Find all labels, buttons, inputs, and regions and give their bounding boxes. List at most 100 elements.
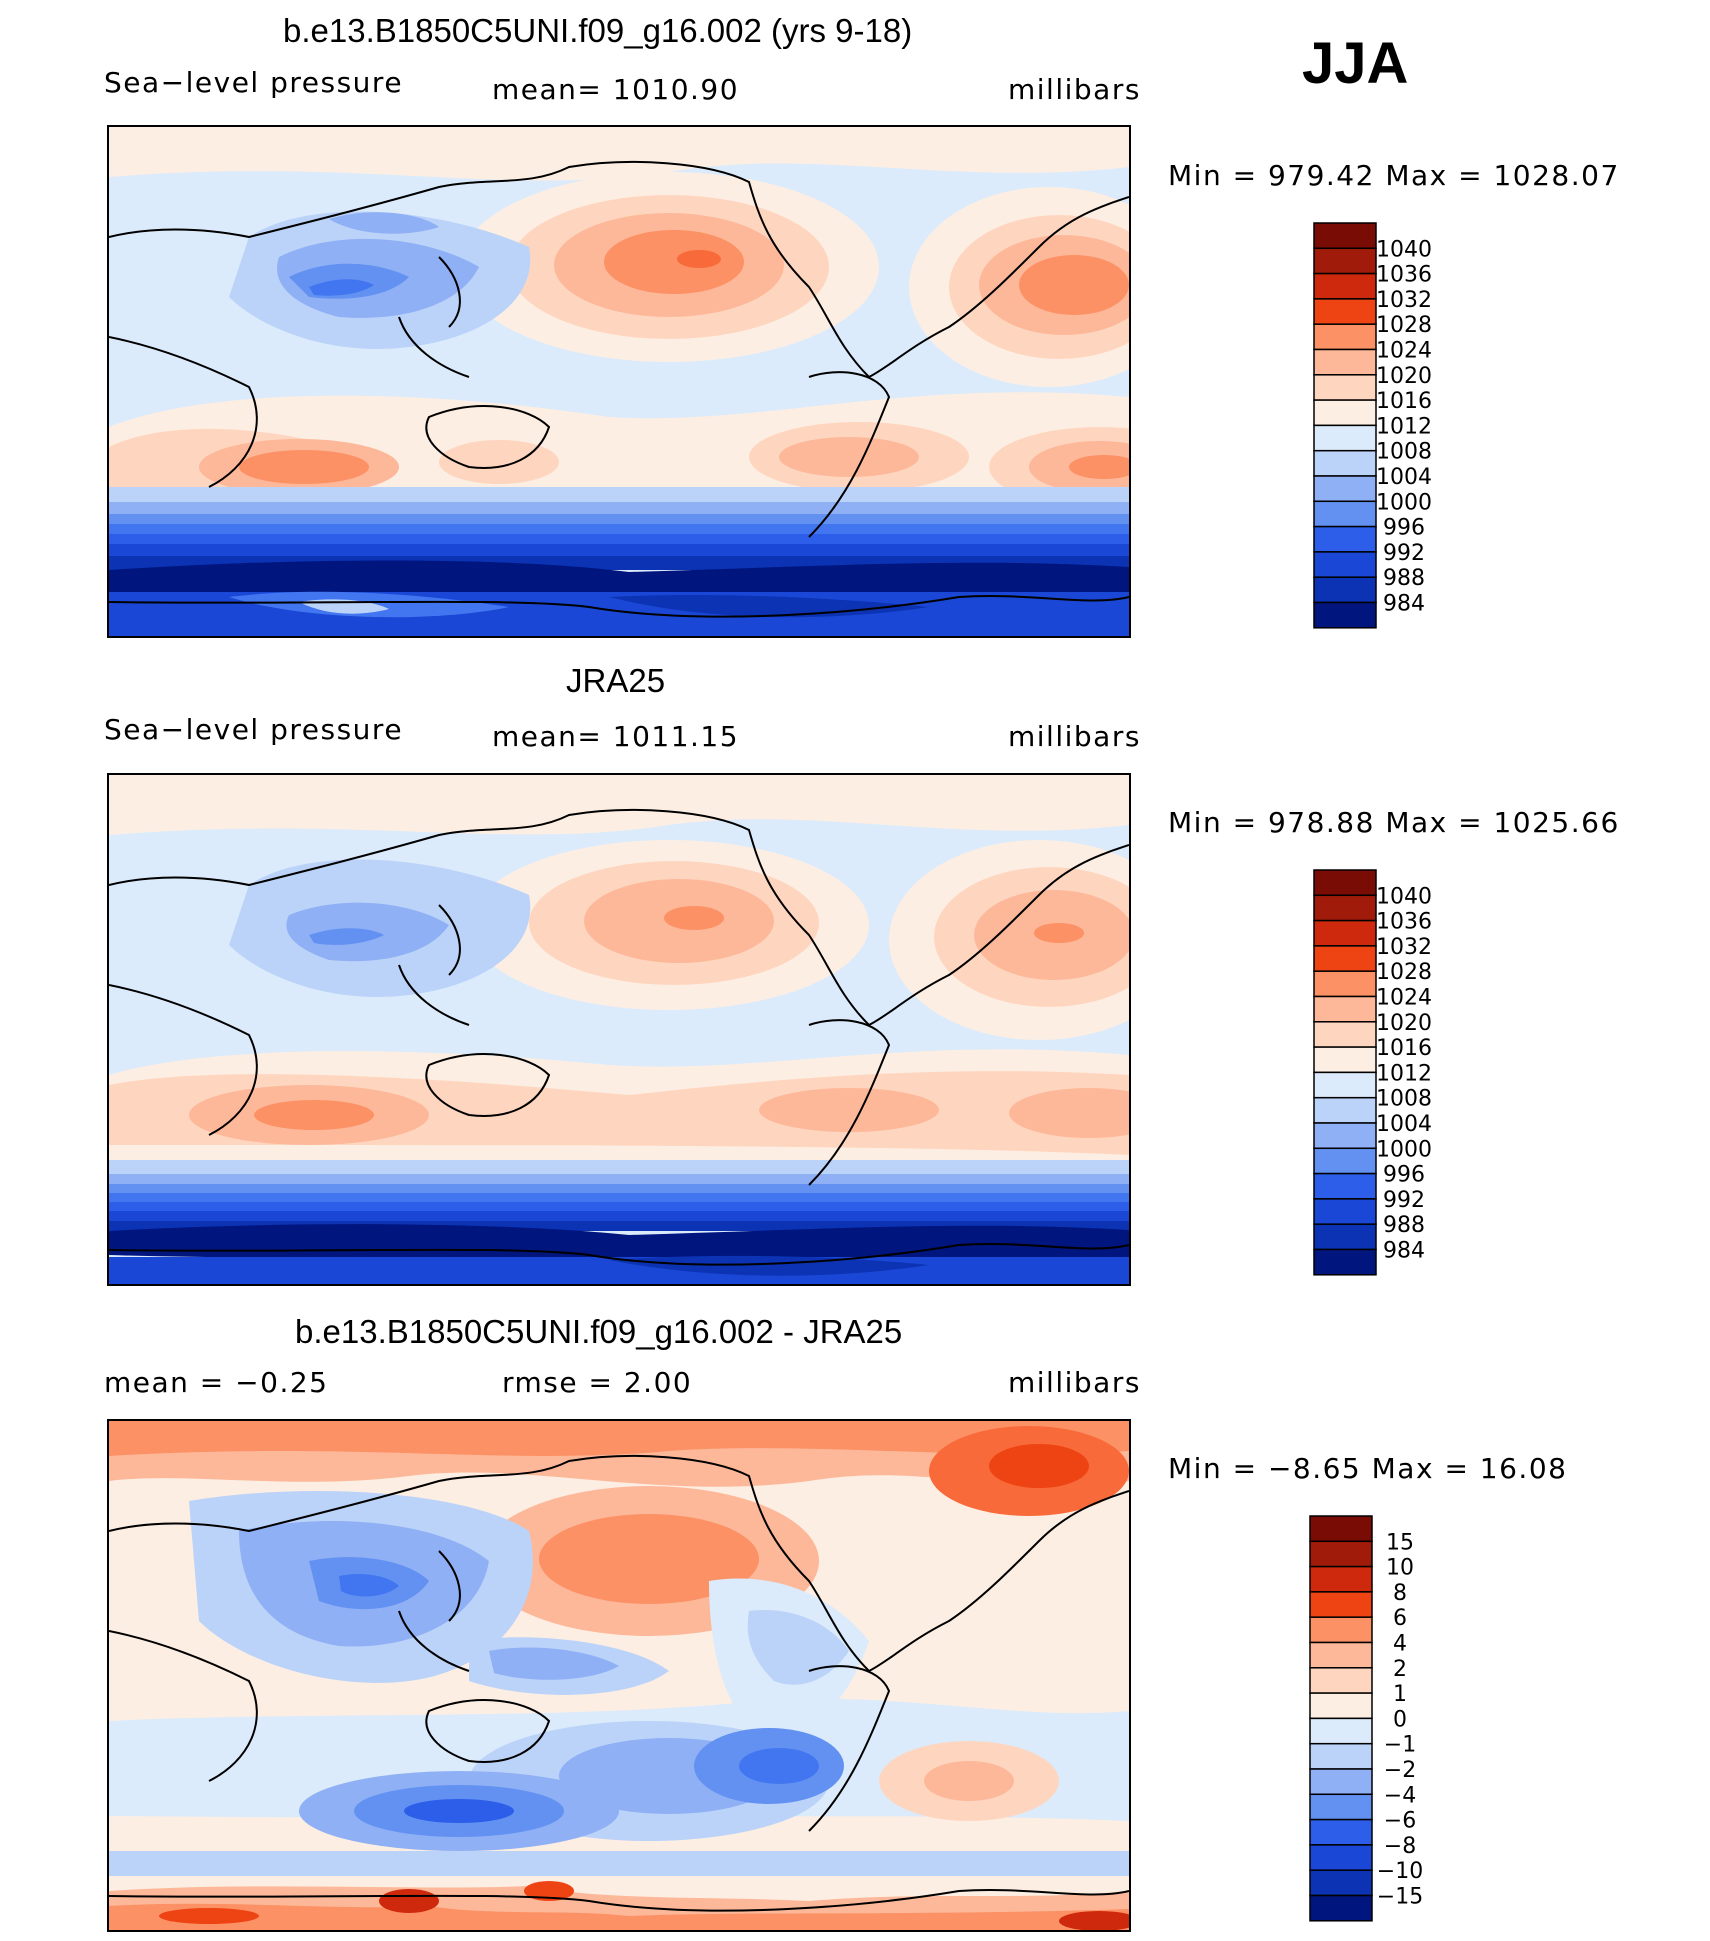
panel-1-map-svg — [109, 127, 1129, 636]
colorbar-swatch — [1313, 1172, 1377, 1200]
panel-2-map — [107, 773, 1131, 1286]
panel-2-variable-label: Sea−level pressure — [104, 713, 404, 746]
colorbar-swatch — [1313, 1071, 1377, 1099]
colorbar-swatch — [1313, 945, 1377, 972]
colorbar-swatch — [1313, 399, 1377, 427]
colorbar-swatch — [1313, 323, 1377, 351]
panel-1-colorbar-svg: 1040103610321028102410201016101210081004… — [1313, 222, 1432, 629]
colorbar-tick-label: 1008 — [1376, 440, 1432, 465]
panel-3-colorbar: 15 10 8 6 4 2 1 0 −1 −2 −4 −6 −8 −10 −15 — [1309, 1515, 1490, 1926]
colorbar-swatch — [1313, 919, 1377, 947]
panel-2-minmax: Min = 978.88 Max = 1025.66 — [1168, 806, 1620, 839]
colorbar-tick-label: −4 — [1384, 1783, 1416, 1808]
colorbar-swatch — [1309, 1641, 1373, 1669]
colorbar-tick-label: 1020 — [1376, 364, 1432, 389]
colorbar-tick-label: 1020 — [1376, 1011, 1432, 1036]
colorbar-swatch — [1309, 1894, 1373, 1922]
colorbar-tick-label: 1032 — [1376, 288, 1432, 313]
colorbar-swatch — [1313, 995, 1377, 1023]
panel-1-units: millibars — [1008, 73, 1141, 106]
colorbar-swatch — [1313, 1147, 1377, 1175]
colorbar-tick-label: 6 — [1393, 1606, 1407, 1631]
colorbar-swatch — [1309, 1565, 1373, 1593]
colorbar-swatch — [1309, 1818, 1373, 1846]
colorbar-swatch — [1309, 1768, 1373, 1796]
colorbar-swatch — [1313, 449, 1377, 477]
panel-2-colorbar: 1040 1036 1032 1028 1024 1020 1016 1012 1008 1004… — [1313, 869, 1494, 1280]
colorbar-tick-label: 1036 — [1376, 263, 1432, 288]
colorbar-swatch — [1313, 222, 1377, 250]
colorbar-swatch — [1313, 525, 1377, 553]
colorbar-tick-label: 1008 — [1376, 1087, 1432, 1112]
colorbar-tick-label: 1024 — [1376, 339, 1432, 364]
colorbar-swatch — [1313, 247, 1377, 275]
colorbar-swatch — [1309, 1869, 1373, 1897]
colorbar-tick-label: 0 — [1393, 1707, 1407, 1732]
colorbar-tick-label: 996 — [1383, 1163, 1425, 1188]
colorbar-tick-label: 1004 — [1376, 1112, 1432, 1137]
colorbar-tick-label: −10 — [1377, 1859, 1423, 1884]
colorbar-swatch — [1313, 869, 1377, 897]
colorbar-tick-label: 1024 — [1376, 986, 1432, 1011]
colorbar-tick-label: 1040 — [1376, 884, 1432, 909]
colorbar-swatch — [1309, 1717, 1373, 1745]
colorbar-tick-label: 984 — [1383, 1239, 1425, 1264]
colorbar-swatch — [1313, 475, 1377, 503]
panel-2-title: JRA25 — [566, 662, 666, 699]
colorbar-tick-label: 1004 — [1376, 465, 1432, 490]
panel-3-map — [107, 1419, 1131, 1932]
colorbar-swatch — [1309, 1692, 1373, 1720]
colorbar-tick-label: 988 — [1383, 566, 1425, 591]
colorbar-tick-label: 1028 — [1376, 960, 1432, 985]
colorbar-tick-label: 1040 — [1376, 237, 1432, 262]
colorbar-tick-label: −6 — [1384, 1809, 1416, 1834]
colorbar-swatch — [1313, 1248, 1377, 1276]
colorbar-tick-label: 1016 — [1376, 389, 1432, 414]
colorbar-swatch — [1313, 374, 1377, 401]
colorbar-tick-label: −2 — [1384, 1758, 1416, 1783]
colorbar-tick-label: 15 — [1386, 1530, 1414, 1555]
colorbar-tick-label: 1000 — [1376, 1137, 1432, 1162]
colorbar-swatch — [1309, 1742, 1373, 1770]
panel-3-rmse: rmse = 2.00 — [502, 1366, 693, 1399]
colorbar-swatch — [1313, 298, 1377, 325]
colorbar-tick-label: 10 — [1386, 1556, 1414, 1581]
colorbar-tick-label: 1028 — [1376, 313, 1432, 338]
colorbar-swatch — [1313, 348, 1377, 376]
panel-3-map-svg — [109, 1421, 1129, 1930]
colorbar-swatch — [1309, 1793, 1373, 1821]
colorbar-swatch — [1313, 1021, 1377, 1048]
colorbar-swatch — [1313, 1096, 1377, 1124]
colorbar-swatch — [1313, 970, 1377, 998]
season-label: JJA — [1302, 31, 1409, 96]
colorbar-swatch — [1309, 1515, 1373, 1543]
colorbar-swatch — [1313, 894, 1377, 922]
panel-1-title: b.e13.B1850C5UNI.f09_g16.002 (yrs 9-18) — [283, 12, 913, 49]
colorbar-tick-label: 1 — [1393, 1682, 1407, 1707]
panel-3-minmax: Min = −8.65 Max = 16.08 — [1168, 1452, 1568, 1485]
colorbar-tick-label: 984 — [1383, 592, 1425, 617]
colorbar-swatch — [1313, 576, 1377, 604]
panel-3-title: b.e13.B1850C5UNI.f09_g16.002 - JRA25 — [295, 1313, 903, 1350]
colorbar-tick-label: 992 — [1383, 541, 1425, 566]
colorbar-swatch — [1313, 500, 1377, 528]
panel-2-map-svg — [109, 775, 1129, 1284]
colorbar-swatch — [1313, 551, 1377, 578]
colorbar-swatch — [1309, 1667, 1373, 1694]
panel-1-colorbar: 1040 1036 1032 1028 1024 1020 1016 1012 1008 1004… — [1313, 222, 1494, 633]
colorbar-swatch — [1313, 1122, 1377, 1150]
colorbar-swatch — [1309, 1591, 1373, 1618]
colorbar-tick-label: 996 — [1383, 516, 1425, 541]
colorbar-swatch — [1313, 272, 1377, 300]
panel-2-colorbar-svg: 1040103610321028102410201016101210081004… — [1313, 869, 1432, 1276]
colorbar-tick-label: 8 — [1393, 1581, 1407, 1606]
colorbar-swatch — [1309, 1540, 1373, 1568]
colorbar-tick-label: 1000 — [1376, 490, 1432, 515]
colorbar-tick-label: 1012 — [1376, 1061, 1432, 1086]
panel-2-mean: mean= 1011.15 — [492, 720, 740, 753]
colorbar-swatch — [1313, 1046, 1377, 1074]
colorbar-tick-label: 1016 — [1376, 1036, 1432, 1061]
colorbar-swatch — [1313, 1198, 1377, 1225]
colorbar-swatch — [1309, 1844, 1373, 1871]
